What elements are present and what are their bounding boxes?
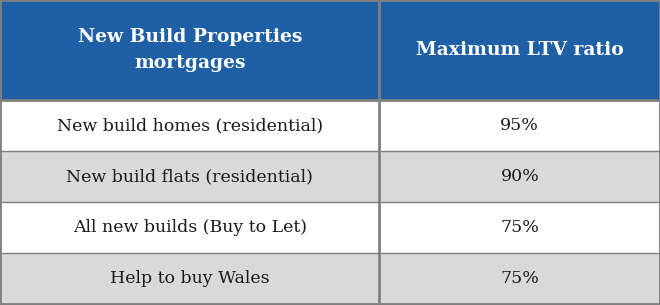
Text: 95%: 95% xyxy=(500,117,539,134)
Bar xyxy=(379,202,660,253)
Text: All new builds (Buy to Let): All new builds (Buy to Let) xyxy=(73,219,307,236)
Text: 75%: 75% xyxy=(500,219,539,236)
Text: New build homes (residential): New build homes (residential) xyxy=(57,117,323,134)
Bar xyxy=(379,0,660,100)
Bar xyxy=(0,202,379,253)
Text: 75%: 75% xyxy=(500,270,539,287)
Bar xyxy=(0,100,379,151)
Bar xyxy=(379,100,660,151)
Bar xyxy=(0,253,379,304)
Bar xyxy=(0,151,379,202)
Text: New build flats (residential): New build flats (residential) xyxy=(66,168,314,185)
Text: New Build Properties
mortgages: New Build Properties mortgages xyxy=(78,28,302,71)
Bar xyxy=(379,151,660,202)
Text: 90%: 90% xyxy=(500,168,539,185)
Bar xyxy=(0,0,379,100)
Text: Help to buy Wales: Help to buy Wales xyxy=(110,270,269,287)
Bar xyxy=(379,253,660,304)
Text: Maximum LTV ratio: Maximum LTV ratio xyxy=(416,41,624,59)
